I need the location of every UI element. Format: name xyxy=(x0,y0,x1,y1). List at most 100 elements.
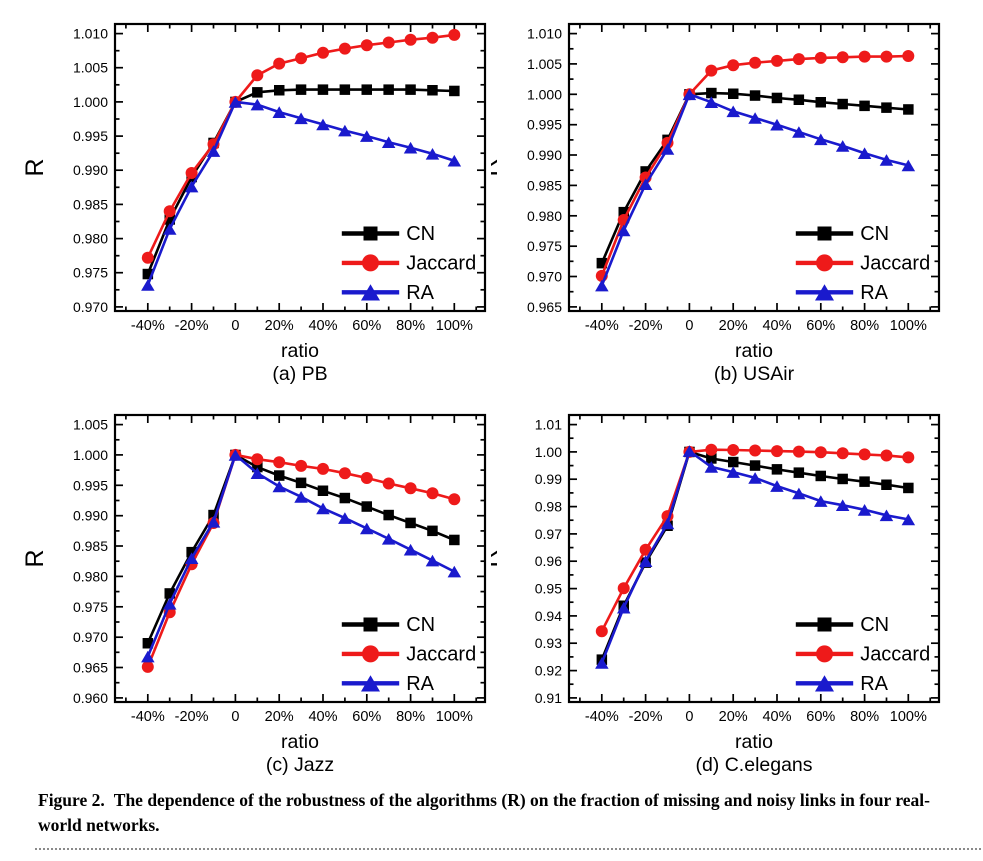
plot-border xyxy=(113,413,487,704)
series-CN-marker xyxy=(749,460,761,471)
series-RA-marker xyxy=(294,112,308,125)
series-RA-marker xyxy=(163,223,177,235)
y-axis-label: R xyxy=(491,549,503,567)
series-CN-marker xyxy=(771,92,783,104)
y-axis-tick-labels: 0.970 0.975 0.980 0.985 0.990 0.995 1.000 1.005… xyxy=(73,26,108,315)
legend-label-Jaccard: Jaccard xyxy=(406,643,476,665)
series-Jaccard-marker xyxy=(295,52,308,65)
series-CN-marker xyxy=(837,473,848,485)
y-tick-label: 0.91 xyxy=(535,690,562,706)
series-RA-markers xyxy=(141,96,462,291)
series-CN-markers xyxy=(142,449,460,649)
y-tick-label: 0.92 xyxy=(535,663,562,679)
series-RA-marker xyxy=(184,552,199,564)
series-Jaccard-marker xyxy=(749,56,762,69)
x-tick-label: 20% xyxy=(265,318,294,334)
legend-marker-Jaccard xyxy=(362,254,379,272)
figure-caption: Figure 2. The dependence of the robustnes… xyxy=(38,788,950,839)
y-tick-label: 1.00 xyxy=(535,444,562,460)
series-Jaccard-marker xyxy=(902,50,915,62)
series-RA-marker xyxy=(814,495,828,507)
legend: CN Jaccard RA xyxy=(795,614,930,695)
series-RA-marker xyxy=(660,517,675,530)
x-axis-label: ratio xyxy=(281,340,319,362)
series-Jaccard-marker xyxy=(858,50,871,63)
x-tick-label: 60% xyxy=(352,709,381,725)
legend-label-Jaccard: Jaccard xyxy=(860,643,930,665)
series-RA-marker xyxy=(228,96,243,108)
series-CN-marker xyxy=(142,638,154,649)
series-RA-marker xyxy=(792,126,806,138)
x-tick-label: -40% xyxy=(131,709,165,725)
chart-canvas: -40% -20% 0 20% 40% 60% 80% 100% 0.965 0.970 0.975… xyxy=(475,22,941,385)
dotted-divider xyxy=(35,847,981,850)
series-RA-marker xyxy=(360,130,374,142)
series-Jaccard-marker xyxy=(448,493,461,506)
series-Jaccard-marker xyxy=(163,205,176,218)
series-CN-marker xyxy=(186,546,197,558)
series-RA-marker xyxy=(250,467,265,479)
legend-label-RA: RA xyxy=(860,673,888,695)
series-CN-marker xyxy=(317,84,329,95)
legend: CN Jaccard RA xyxy=(341,223,476,304)
series-RA-markers xyxy=(141,449,462,663)
series-RA-marker xyxy=(617,601,631,614)
series-Jaccard-marker xyxy=(317,462,329,475)
y-axis-label: R xyxy=(21,549,49,567)
series-Jaccard-marker xyxy=(251,453,264,466)
chart-title: (b) USAir xyxy=(714,363,795,385)
series-RA-marker xyxy=(425,148,440,160)
y-tick-label: 0.970 xyxy=(73,299,108,315)
series-CN-marker xyxy=(706,87,717,99)
legend-marker-RA xyxy=(361,284,380,301)
legend-marker-CN xyxy=(817,617,832,632)
legend-marker-RA xyxy=(815,675,834,692)
y-tick-label: 0.985 xyxy=(527,177,562,193)
y-tick-label: 0.960 xyxy=(73,690,108,706)
series-RA-marker xyxy=(184,180,199,193)
series-Jaccard-marker xyxy=(382,36,395,49)
x-tick-label: 60% xyxy=(352,318,381,334)
legend-label-Jaccard: Jaccard xyxy=(860,252,930,274)
axis-ticks xyxy=(569,24,939,311)
x-tick-label: 20% xyxy=(719,709,748,725)
series-RA-marker xyxy=(748,112,762,124)
legend-marker-Jaccard xyxy=(816,645,833,663)
legend-label-RA: RA xyxy=(406,282,434,304)
x-tick-label: 40% xyxy=(308,318,337,334)
y-tick-label: 0.97 xyxy=(535,526,562,542)
series-RA-marker xyxy=(595,279,609,292)
series-CN-marker xyxy=(449,85,460,97)
x-tick-label: 0 xyxy=(231,318,239,334)
series-RA-marker xyxy=(272,480,286,493)
series-RA-marker xyxy=(857,147,872,159)
series-RA-marker xyxy=(835,499,850,511)
series-RA-marker xyxy=(316,118,330,131)
x-tick-label: 40% xyxy=(308,709,337,725)
series-Jaccard-markers xyxy=(595,443,915,638)
series-CN-marker xyxy=(361,84,372,95)
series-Jaccard-marker xyxy=(404,33,417,46)
figure-caption-label: Figure 2. xyxy=(38,790,105,810)
series-CN-marker xyxy=(383,509,394,521)
series-CN-marker xyxy=(815,97,826,108)
y-tick-label: 1.010 xyxy=(527,26,562,42)
series-CN-marker xyxy=(903,482,914,494)
series-CN-marker xyxy=(142,268,154,280)
y-axis-label: R xyxy=(491,158,503,176)
series-RA-marker xyxy=(381,136,396,148)
series-Jaccard-marker xyxy=(771,445,783,458)
y-tick-label: 0.96 xyxy=(535,553,562,569)
series-Jaccard-marker xyxy=(404,482,417,495)
series-RA-marker xyxy=(403,141,418,154)
y-tick-label: 1.010 xyxy=(73,26,108,42)
series-Jaccard-marker xyxy=(338,42,351,55)
series-RA-marker xyxy=(316,502,330,515)
series-Jaccard-marker xyxy=(771,54,783,67)
series-CN-marker xyxy=(427,525,438,537)
series-CN-marker xyxy=(405,84,416,95)
series-RA-marker xyxy=(447,565,462,578)
series-CN-marker xyxy=(361,501,372,512)
series-CN-marker xyxy=(295,477,307,489)
chart-canvas: -40% -20% 0 20% 40% 60% 80% 100%0.910.920.930.9… xyxy=(475,413,941,776)
